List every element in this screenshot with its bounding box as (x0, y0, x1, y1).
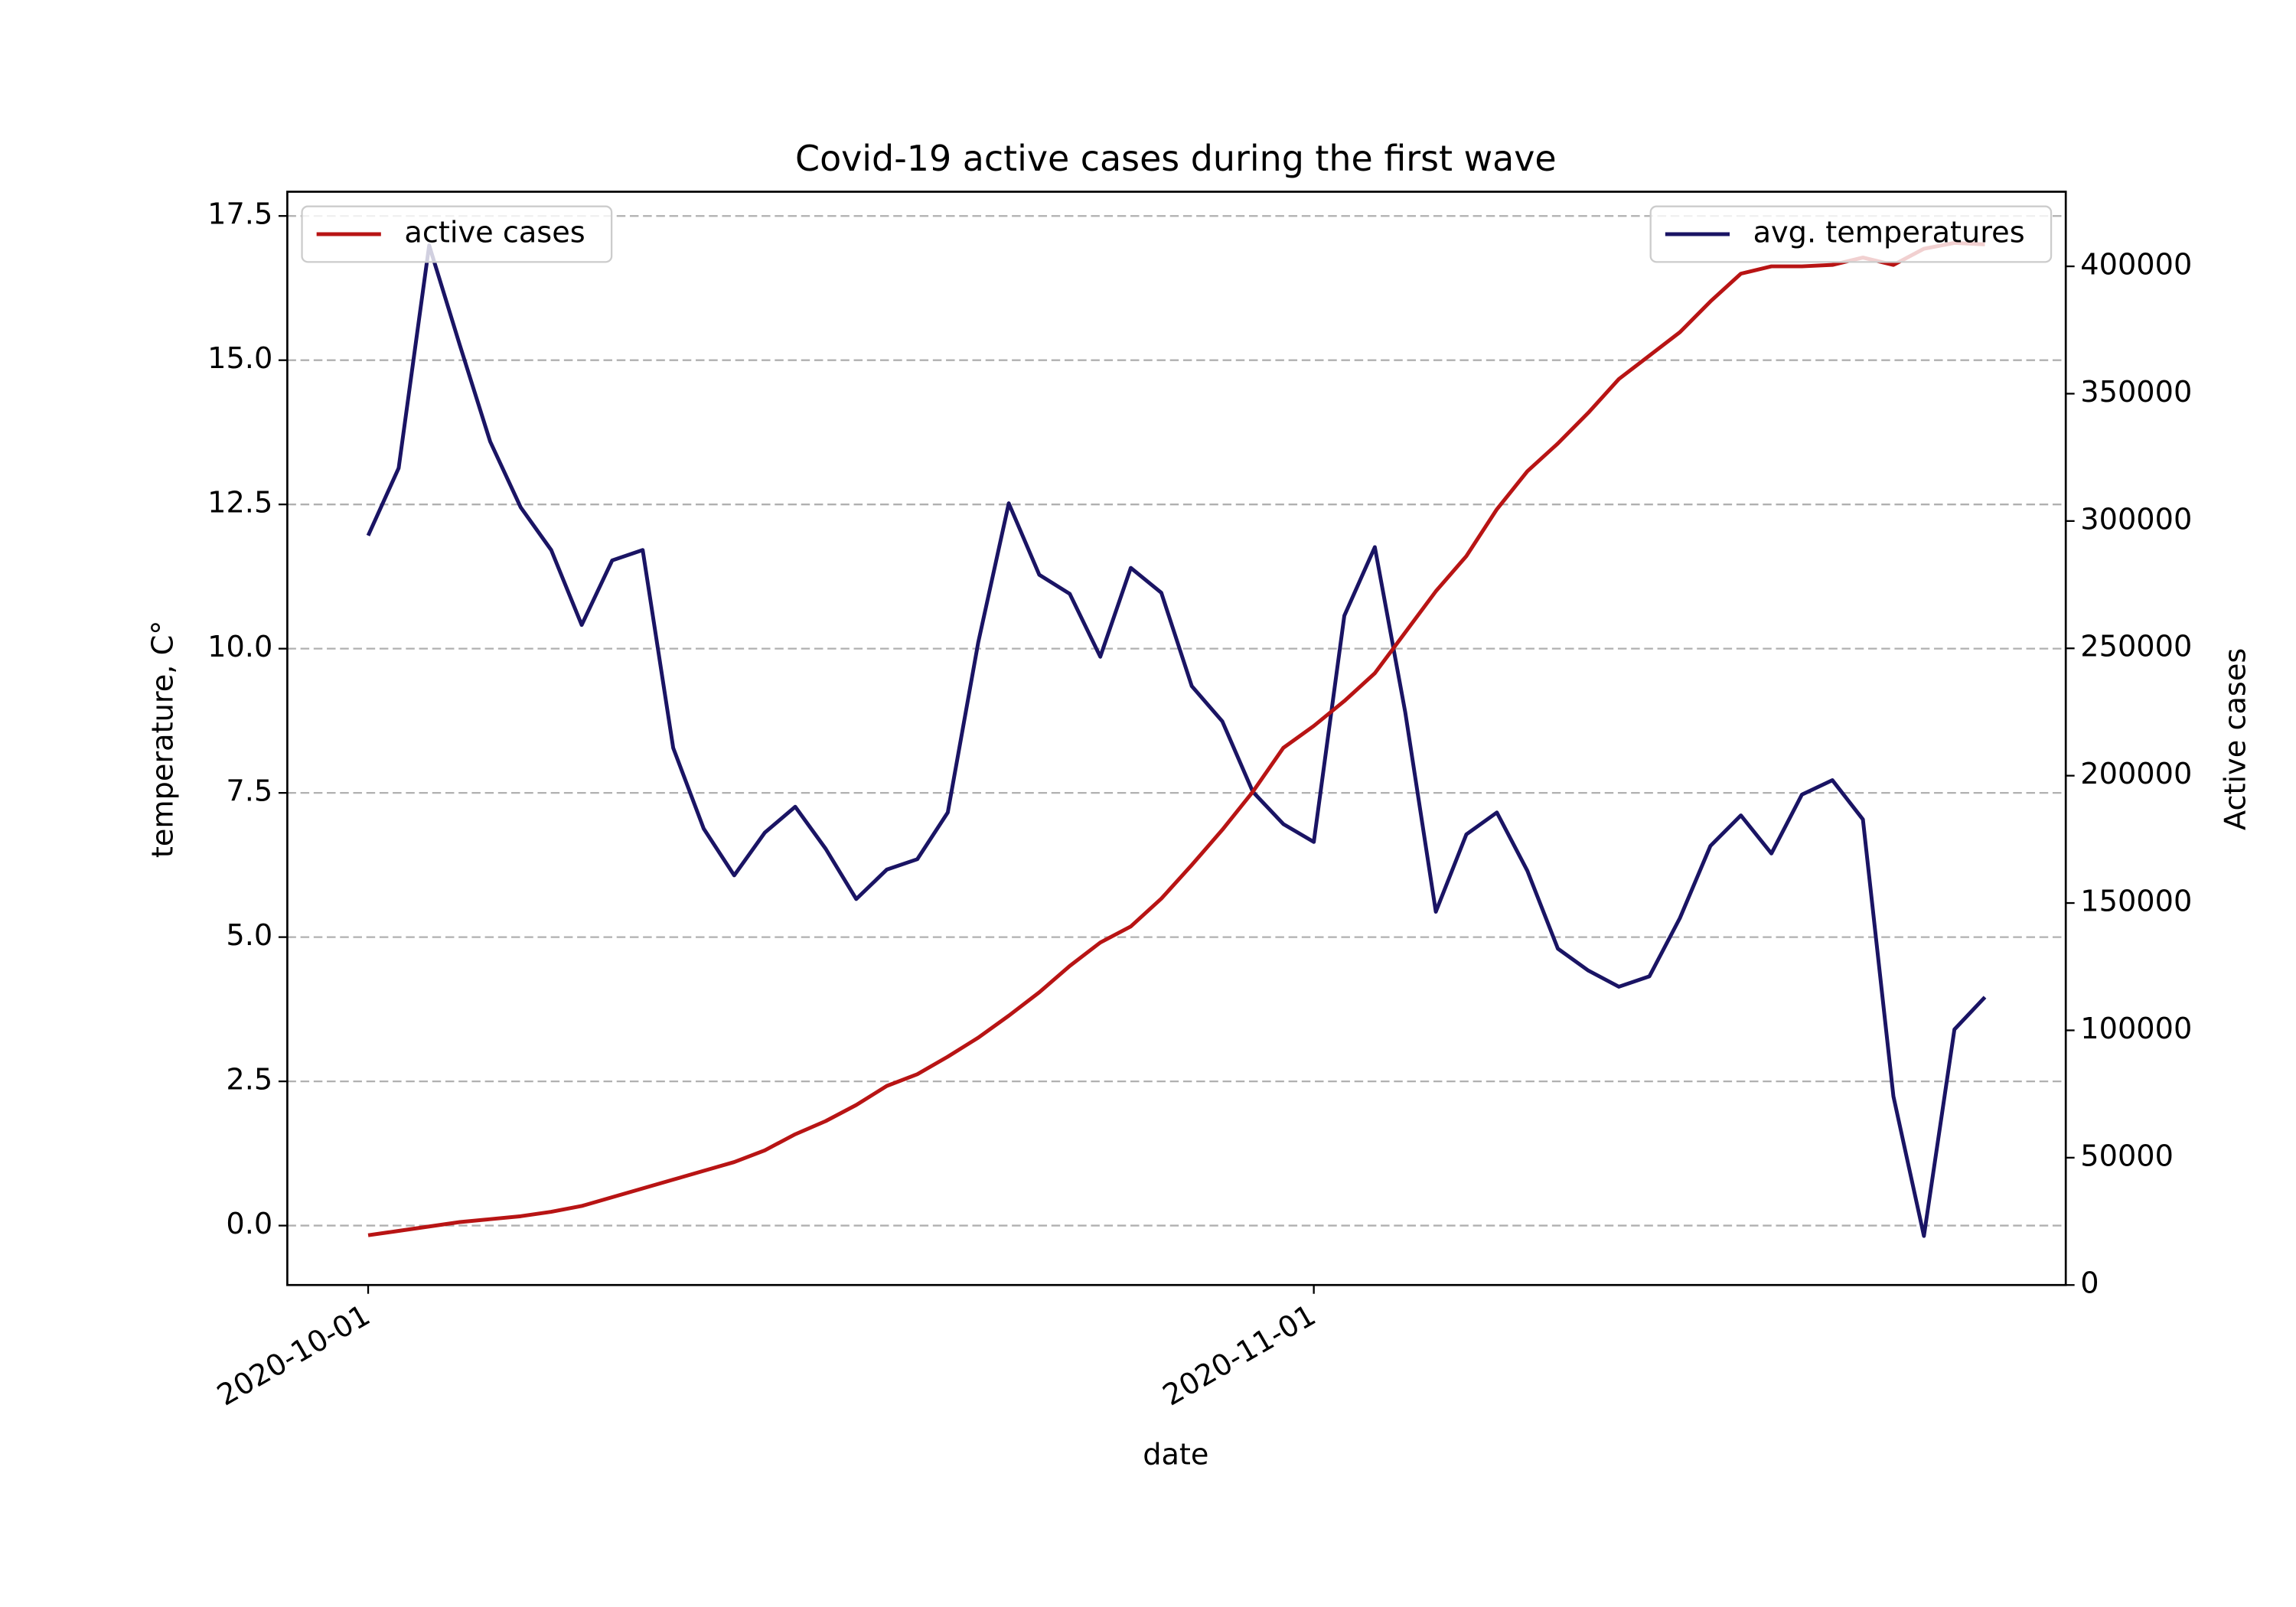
chart-title: Covid-19 active cases during the first w… (795, 138, 1557, 179)
plot-frame (286, 191, 2067, 1286)
y2-tick-label: 300000 (2080, 502, 2192, 536)
y-tick-label: 15.0 (207, 341, 272, 376)
legend-label: active cases (404, 216, 585, 250)
y-tick-label: 12.5 (207, 486, 272, 520)
y2-tick-label: 150000 (2080, 885, 2192, 919)
legend-box (1649, 205, 2053, 263)
y-tick-label: 17.5 (207, 197, 272, 232)
legend: avg. temperatures (1649, 205, 2053, 263)
y-tick-label: 10.0 (207, 630, 272, 664)
y2-axis-label: Active cases (2218, 648, 2252, 830)
legend: active cases (301, 205, 613, 263)
y2-tick-label: 250000 (2080, 630, 2192, 664)
y2-tick-label: 50000 (2080, 1139, 2174, 1173)
y-tick-label: 7.5 (226, 774, 272, 809)
y-axis-label: temperature, C° (145, 621, 180, 859)
y2-tick-label: 100000 (2080, 1012, 2192, 1046)
y2-tick-label: 350000 (2080, 375, 2192, 409)
y-tick-label: 0.0 (226, 1207, 272, 1241)
series-line (366, 243, 1987, 1238)
y2-tick-label: 200000 (2080, 757, 2192, 791)
x-axis-label: date (1143, 1438, 1208, 1472)
y-tick-label: 2.5 (226, 1063, 272, 1097)
legend-box (301, 205, 613, 263)
y2-tick-label: 0 (2080, 1266, 2099, 1301)
legend-label: avg. temperatures (1753, 216, 2025, 250)
series-line (367, 240, 1985, 1237)
y-tick-label: 5.0 (226, 918, 272, 953)
y2-tick-label: 400000 (2080, 248, 2192, 282)
